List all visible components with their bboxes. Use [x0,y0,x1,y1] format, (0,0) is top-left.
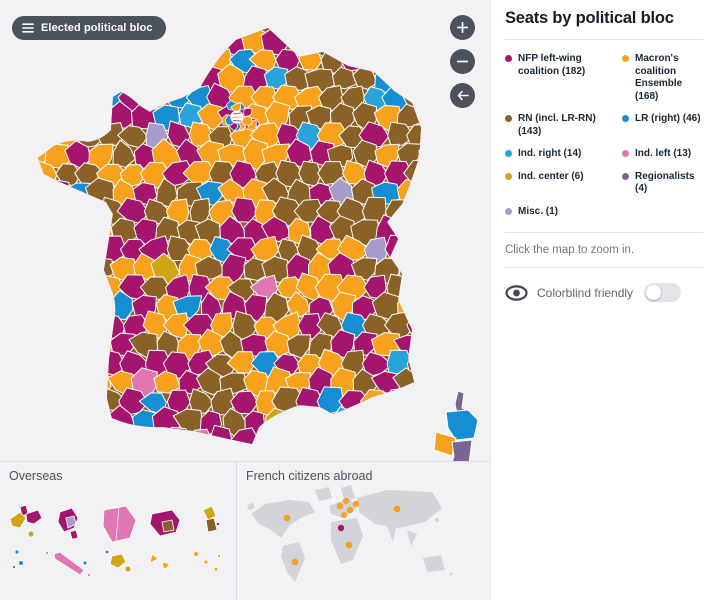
france-map[interactable] [0,0,490,461]
legend-item: Ind. right (14) [505,148,615,161]
colorblind-row: Colorblind friendly [505,283,703,302]
eye-icon [505,284,528,301]
legend-item: Macron's coalition Ensemble (168) [622,53,703,103]
legend-label: Ind. right (14) [518,148,582,159]
legend-swatch [622,55,629,62]
abroad-label: French citizens abroad [246,469,373,483]
legend-swatch [505,115,512,122]
legend-label: Macron's coalition Ensemble (168) [635,53,683,102]
side-panel: Seats by political bloc NFP left-wing co… [490,0,717,600]
inset-panels: Overseas [0,461,490,600]
legend-item: Misc. (1) [505,206,615,219]
abroad-inset[interactable]: French citizens abroad [237,462,490,600]
zoom-in-button[interactable] [450,15,475,40]
legend-label: Ind. center (6) [518,170,584,182]
legend-list: NFP left-wing coalition (182) Macron's co… [505,53,703,218]
legend-swatch [505,150,512,157]
legend-label: Ind. left (13) [635,148,692,159]
legend-item: NFP left-wing coalition (182) [505,53,615,103]
toggle-knob [646,285,662,300]
colorblind-toggle[interactable] [644,283,682,302]
zoom-hint: Click the map to zoom in. [505,244,635,256]
legend-item: Ind. center (6) [505,171,615,196]
legend-swatch [505,172,512,180]
legend-item: Regionalists (4) [622,171,703,196]
plus-icon [457,22,468,33]
overseas-map[interactable] [0,462,237,600]
legend-item: LR (right) (46) [622,113,703,138]
panel-title: Seats by political bloc [505,9,674,27]
map-area: Elected political bloc [0,0,490,600]
zoom-out-button[interactable] [450,49,475,74]
list-icon [22,23,34,33]
legend-label: Misc. (1) [518,205,559,217]
abroad-seat-dots [283,497,401,566]
overseas-label: Overseas [9,469,63,483]
legend-swatch [622,150,629,157]
divider [505,267,703,268]
divider [505,39,703,40]
world-landmass [247,485,453,582]
corsica[interactable] [433,390,479,461]
paris-zoom-marker[interactable] [230,110,244,124]
divider [505,232,703,233]
legend-label: RN (incl. LR-RN) (143) [518,113,596,137]
legend-swatch [505,207,512,215]
back-button[interactable] [450,83,475,108]
legend-label: Regionalists (4) [635,170,695,195]
zoom-controls [450,15,475,108]
legend-item: RN (incl. LR-RN) (143) [505,113,615,138]
minus-icon [457,60,468,63]
arrow-left-icon [457,90,469,101]
legend-label: LR (right) (46) [635,113,701,124]
elected-bloc-button-label: Elected political bloc [41,22,153,34]
overseas-inset[interactable]: Overseas [0,462,237,600]
constituency-mosaic[interactable] [8,7,458,455]
legend-item: Ind. left (13) [622,148,703,161]
legend-swatch [505,55,512,62]
colorblind-label: Colorblind friendly [537,285,634,300]
legend-swatch [622,172,629,180]
legend-swatch [622,115,629,122]
elected-bloc-button[interactable]: Elected political bloc [12,16,166,40]
legend-label: NFP left-wing coalition (182) [518,53,586,77]
world-map[interactable] [237,462,490,600]
